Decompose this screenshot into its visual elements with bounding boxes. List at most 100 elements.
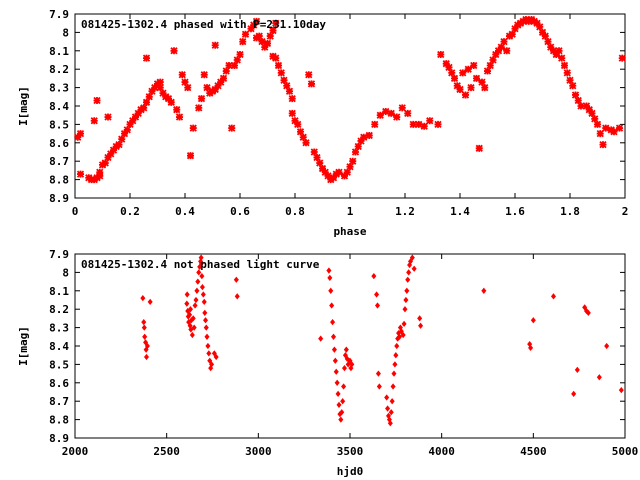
y-tick-label: 8.5 — [49, 118, 69, 131]
data-point — [398, 104, 406, 112]
data-point — [388, 409, 394, 416]
data-point — [283, 82, 291, 90]
data-point — [346, 163, 354, 171]
data-point — [241, 30, 250, 38]
y-tick-label: 8 — [62, 266, 69, 279]
data-point — [329, 302, 335, 309]
data-point — [489, 56, 497, 64]
y-axis-label: I[mag] — [17, 326, 30, 366]
x-tick-label: 4000 — [428, 445, 455, 458]
data-point — [140, 104, 148, 112]
data-point — [195, 278, 201, 285]
data-point — [134, 109, 142, 117]
data-point — [453, 82, 461, 90]
data-point — [115, 141, 123, 149]
data-point — [200, 71, 208, 79]
data-point — [618, 387, 624, 394]
data-point — [184, 83, 192, 92]
x-tick-label: 0.6 — [230, 205, 250, 218]
data-point — [402, 306, 408, 313]
data-point — [203, 317, 209, 324]
data-point — [332, 357, 338, 364]
data-point — [345, 361, 351, 368]
x-tick-label: 2500 — [153, 445, 180, 458]
data-point — [217, 78, 225, 86]
data-point — [250, 21, 258, 29]
data-series — [140, 254, 624, 427]
data-point — [448, 69, 456, 77]
data-point — [198, 254, 204, 261]
data-point — [338, 416, 344, 423]
data-point — [354, 142, 362, 151]
data-point — [214, 82, 222, 90]
data-point — [382, 107, 390, 116]
data-point — [604, 342, 610, 350]
data-point — [497, 43, 505, 51]
plot-2: 2000 2500 3000 3500 4000 4500 5000 7.9 8 8.1 8.2 8.… — [17, 248, 638, 478]
data-point — [593, 120, 602, 129]
data-point — [528, 344, 534, 351]
data-point — [184, 291, 190, 298]
data-point — [233, 56, 241, 64]
data-point — [173, 106, 181, 114]
data-point — [400, 331, 406, 339]
data-point — [140, 295, 146, 302]
y-tick-label: 8.6 — [49, 377, 69, 390]
data-point — [349, 361, 355, 368]
x-tick-label: 0.2 — [120, 205, 140, 218]
data-point — [547, 43, 555, 51]
data-point — [582, 304, 588, 311]
data-point — [404, 287, 410, 294]
y-tick-label: 8.8 — [49, 414, 69, 427]
data-point — [208, 364, 214, 372]
data-point — [269, 26, 277, 35]
data-point — [219, 74, 228, 83]
data-point — [222, 67, 230, 75]
data-point — [144, 342, 150, 350]
data-point — [459, 69, 467, 77]
data-point — [225, 61, 233, 70]
data-point — [596, 374, 602, 381]
data-point — [503, 47, 511, 55]
data-point — [198, 260, 205, 267]
y-tick-label: 8.1 — [49, 285, 69, 298]
y-tick-label: 8.2 — [49, 63, 69, 76]
plot-1: 0 0.2 0.4 0.6 0.8 1 1.2 1.4 1.6 1.8 2 7.9 8 8.1 8.2 8.3… — [17, 8, 628, 238]
data-point — [193, 296, 199, 304]
y-tick-label: 8.2 — [49, 303, 69, 316]
data-point — [156, 78, 164, 86]
data-point — [582, 102, 591, 110]
x-tick-label: 3000 — [245, 445, 272, 458]
data-point — [393, 113, 401, 121]
data-point — [599, 141, 607, 149]
data-point — [492, 50, 500, 59]
data-point — [199, 272, 205, 280]
data-point — [330, 318, 336, 326]
data-point — [511, 25, 519, 33]
data-point — [618, 54, 626, 62]
data-point — [156, 83, 164, 92]
data-point — [536, 23, 544, 31]
data-point — [187, 306, 194, 313]
data-point — [118, 135, 126, 143]
data-point — [203, 83, 211, 92]
y-axis-label: I[mag] — [17, 86, 30, 126]
x-tick-label: 1.6 — [505, 205, 525, 218]
data-point — [101, 159, 109, 167]
data-point — [302, 139, 310, 147]
data-point — [294, 120, 302, 129]
data-point — [255, 32, 263, 40]
data-point — [409, 120, 417, 129]
data-point — [142, 54, 151, 62]
data-point — [475, 144, 483, 152]
data-point — [181, 78, 189, 86]
data-point — [456, 85, 464, 94]
data-point — [187, 311, 193, 318]
data-point — [191, 324, 197, 331]
data-point — [123, 126, 131, 134]
data-point — [376, 383, 382, 390]
data-point — [365, 131, 373, 140]
data-point — [407, 258, 414, 265]
data-point — [126, 120, 134, 129]
